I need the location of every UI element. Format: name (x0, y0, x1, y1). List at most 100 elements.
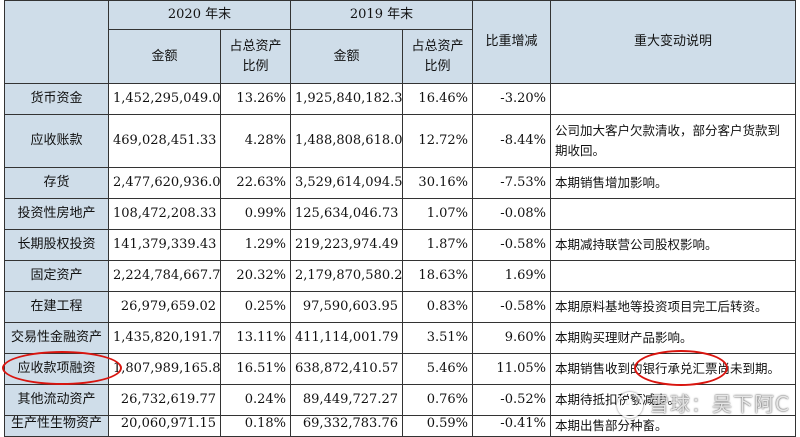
header-ratio-2019: 占总资产比例 (402, 29, 473, 84)
watermark: 雪球：吴下阿C (617, 388, 790, 418)
row-note (550, 198, 796, 230)
row-amount-2019: 411,114,001.79 (290, 322, 403, 354)
row-amount-2020: 1,452,295,049.08 (108, 83, 221, 115)
header-explanation: 重大变动说明 (550, 0, 796, 84)
row-ratio-2019: 18.63% (402, 260, 473, 292)
row-ratio-2019: 16.46% (402, 83, 473, 115)
row-change: -7.53% (472, 167, 551, 199)
row-amount-2020: 469,028,451.33 (108, 114, 221, 168)
row-ratio-2020: 0.18% (220, 415, 291, 437)
row-amount-2019: 219,223,974.49 (290, 229, 403, 261)
row-note: 本期出售部分种畜。 (550, 415, 796, 437)
row-ratio-2019: 30.16% (402, 167, 473, 199)
row-note: 本期销售增加影响。 (550, 167, 796, 199)
row-amount-2019: 1,925,840,182.39 (290, 83, 403, 115)
row-change: -3.20% (472, 83, 551, 115)
row-amount-2019: 3,529,614,094.56 (290, 167, 403, 199)
row-amount-2020: 1,435,820,191.77 (108, 322, 221, 354)
row-change: 1.69% (472, 260, 551, 292)
row-ratio-2020: 13.11% (220, 322, 291, 354)
table-row: 其他流动资产 26,732,619.77 0.24% 89,449,727.27 0.7… (4, 384, 796, 416)
watermark-text: 雪球：吴下阿C (649, 391, 790, 416)
row-amount-2020: 26,979,659.02 (108, 291, 221, 323)
row-ratio-2019: 0.76% (402, 384, 473, 416)
row-ratio-2019: 12.72% (402, 114, 473, 168)
header-amount-2019: 金额 (290, 29, 403, 84)
header-ratio-2020: 占总资产比例 (220, 29, 291, 84)
row-change: -0.58% (472, 229, 551, 261)
header-2019: 2019 年末 (290, 0, 473, 30)
header-amount-2020: 金额 (108, 29, 221, 84)
row-ratio-2019: 1.07% (402, 198, 473, 230)
row-amount-2019: 69,332,783.76 (290, 415, 403, 437)
row-ratio-2019: 0.59% (402, 415, 473, 437)
table-row: 生产性生物资产 20,060,971.15 0.18% 69,332,783.76 0.… (4, 415, 796, 437)
row-change: -8.44% (472, 114, 551, 168)
table-row: 交易性金融资产 1,435,820,191.77 13.11% 411,114,001… (4, 322, 796, 354)
row-amount-2019: 89,449,727.27 (290, 384, 403, 416)
row-item-label: 长期股权投资 (4, 229, 109, 261)
row-amount-2019: 97,590,603.95 (290, 291, 403, 323)
row-ratio-2020: 1.29% (220, 229, 291, 261)
row-ratio-2020: 13.26% (220, 83, 291, 115)
row-item-label: 其他流动资产 (4, 384, 109, 416)
row-note: 本期原料基地等投资项目完工后转资。 (550, 291, 796, 323)
header-item-blank (4, 0, 109, 84)
row-ratio-2020: 16.51% (220, 353, 291, 385)
row-ratio-2020: 4.28% (220, 114, 291, 168)
row-item-label: 应收账款 (4, 114, 109, 168)
table-row: 应收款项融资 1,807,989,165.88 16.51% 638,872,410.… (4, 353, 796, 385)
row-ratio-2020: 0.25% (220, 291, 291, 323)
row-change: -0.08% (472, 198, 551, 230)
row-amount-2020: 2,477,620,936.06 (108, 167, 221, 199)
row-ratio-2020: 0.99% (220, 198, 291, 230)
table-row: 固定资产 2,224,784,667.78 20.32% 2,179,870,580.… (4, 260, 796, 292)
row-change: -0.52% (472, 384, 551, 416)
row-note (550, 260, 796, 292)
row-change: 9.60% (472, 322, 551, 354)
row-amount-2020: 1,807,989,165.88 (108, 353, 221, 385)
row-item-label: 应收款项融资 (4, 353, 109, 385)
row-item-label: 固定资产 (4, 260, 109, 292)
table-row: 投资性房地产 108,472,208.33 0.99% 125,634,046.73 1… (4, 198, 796, 230)
row-ratio-2019: 0.83% (402, 291, 473, 323)
row-ratio-2019: 1.87% (402, 229, 473, 261)
row-note: 本期购买理财产品影响。 (550, 322, 796, 354)
row-ratio-2020: 22.63% (220, 167, 291, 199)
row-amount-2020: 26,732,619.77 (108, 384, 221, 416)
row-item-label: 存货 (4, 167, 109, 199)
table-row: 长期股权投资 141,379,339.43 1.29% 219,223,974.49 1… (4, 229, 796, 261)
row-amount-2020: 2,224,784,667.78 (108, 260, 221, 292)
row-ratio-2020: 0.24% (220, 384, 291, 416)
row-ratio-2019: 3.51% (402, 322, 473, 354)
row-item-label: 在建工程 (4, 291, 109, 323)
table-row: 在建工程 26,979,659.02 0.25% 97,590,603.95 0.83%… (4, 291, 796, 323)
row-ratio-2019: 5.46% (402, 353, 473, 385)
table-row: 应收账款 469,028,451.33 4.28% 1,488,808,618.01 1… (4, 114, 796, 168)
row-note: 公司加大客户欠款清收，部分客户货款到期收回。 (550, 114, 796, 168)
row-amount-2019: 2,179,870,580.28 (290, 260, 403, 292)
row-amount-2019: 125,634,046.73 (290, 198, 403, 230)
header-change: 比重增减 (472, 0, 551, 84)
row-amount-2019: 638,872,410.57 (290, 353, 403, 385)
row-amount-2020: 108,472,208.33 (108, 198, 221, 230)
row-note: 本期减持联营公司股权影响。 (550, 229, 796, 261)
row-change: -0.41% (472, 415, 551, 437)
row-amount-2020: 141,379,339.43 (108, 229, 221, 261)
header-2020: 2020 年末 (108, 0, 291, 30)
row-item-label: 投资性房地产 (4, 198, 109, 230)
balance-sheet-table: 2020 年末 2019 年末 比重增减 重大变动说明 金额 占总资产比例 金额… (4, 0, 796, 437)
row-ratio-2020: 20.32% (220, 260, 291, 292)
row-change: 11.05% (472, 353, 551, 385)
row-item-label: 货币资金 (4, 83, 109, 115)
table-row: 货币资金 1,452,295,049.08 13.26% 1,925,840,182.… (4, 83, 796, 115)
table-row: 存货 2,477,620,936.06 22.63% 3,529,614,094.56… (4, 167, 796, 199)
row-change: -0.58% (472, 291, 551, 323)
row-amount-2020: 20,060,971.15 (108, 415, 221, 437)
row-item-label: 生产性生物资产 (4, 415, 109, 437)
row-note (550, 83, 796, 115)
snowball-logo-icon (617, 392, 644, 418)
row-item-label: 交易性金融资产 (4, 322, 109, 354)
row-note: 本期销售收到的银行承兑汇票尚未到期。 (550, 353, 796, 385)
row-amount-2019: 1,488,808,618.01 (290, 114, 403, 168)
